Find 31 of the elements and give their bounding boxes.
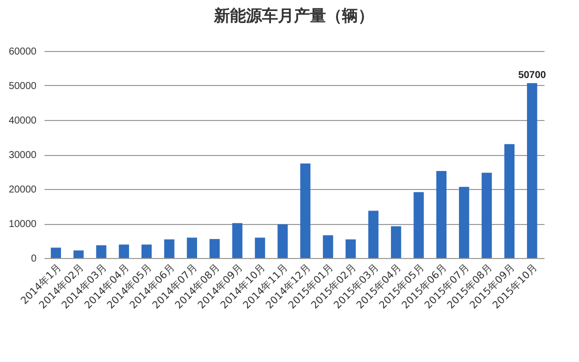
y-tick-label: 10000 (8, 219, 37, 230)
bar (164, 239, 174, 258)
y-tick-label: 40000 (8, 116, 37, 126)
bar (186, 238, 198, 258)
bar (414, 192, 424, 258)
bar (526, 83, 538, 258)
bar (346, 239, 356, 258)
y-tick-label: 20000 (8, 184, 37, 196)
y-tick-label: 60000 (8, 46, 37, 58)
bar (278, 224, 288, 258)
y-tick-label: 30000 (8, 150, 37, 161)
bar (96, 245, 106, 258)
bar (482, 172, 492, 258)
bar (300, 163, 310, 258)
bar (458, 186, 470, 258)
bar (118, 244, 130, 258)
bar (368, 210, 378, 258)
bar (142, 244, 152, 258)
bar (50, 248, 62, 258)
bar (254, 238, 266, 258)
bar (232, 223, 242, 258)
y-tick-label: 50000 (8, 81, 37, 92)
bar (504, 144, 515, 258)
bar (73, 250, 84, 258)
bar (390, 226, 402, 258)
y-tick-label: 0 (30, 254, 37, 264)
bar (210, 239, 220, 258)
chart-title: 新能源车月产量（辆） (213, 6, 374, 25)
bar (322, 235, 334, 258)
data-label: 50700 (518, 70, 546, 82)
bar (436, 171, 446, 258)
